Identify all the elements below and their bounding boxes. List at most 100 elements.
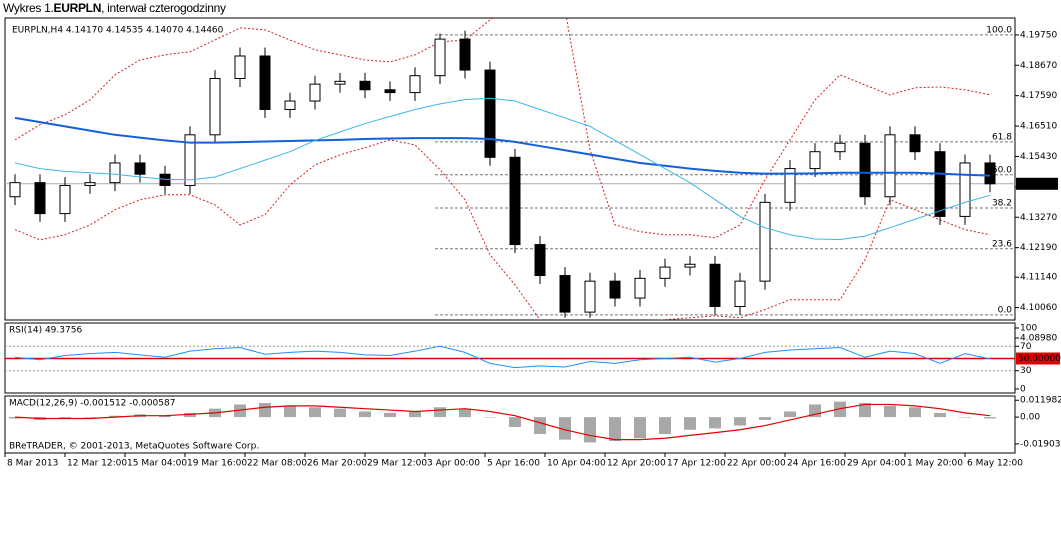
candle-body [334, 80, 346, 85]
candle-body [9, 182, 21, 198]
x-tick-label: 1 May 20:00 [907, 459, 963, 469]
macd-bar [759, 417, 771, 420]
candle-body [509, 156, 521, 246]
fib-label: 61.8 [992, 132, 1012, 142]
candle-body [784, 168, 796, 203]
candle-body [484, 69, 496, 158]
y-tick-label: 4.10060 [1020, 303, 1057, 313]
y-tick-label: 4.12190 [1020, 243, 1057, 253]
macd-bar [734, 417, 746, 426]
macd-bar [284, 405, 296, 418]
macd-bar [334, 408, 346, 418]
macd-bar [934, 412, 946, 418]
fib-label: 38.2 [992, 198, 1012, 208]
y-tick-label: 0.00 [1020, 413, 1040, 423]
macd-bar [609, 417, 621, 442]
x-tick-label: 26 Mar 20:00 [307, 459, 367, 469]
current-price-label: 4.14460 [1019, 179, 1056, 189]
macd-bar [384, 412, 396, 418]
rsi-line [14, 345, 991, 369]
labels: 4.197504.186704.175904.165104.154304.143… [4, 30, 1061, 469]
y-tick-label: 100 [1020, 324, 1037, 334]
x-tick-label: 29 Mar 12:00 [367, 459, 427, 469]
macd-bar [684, 417, 696, 430]
x-tick-label: 3 Apr 00:00 [427, 459, 480, 469]
candle-body [984, 162, 996, 185]
x-tick-label: 22 Mar 08:00 [247, 459, 307, 469]
macd-bar [959, 417, 971, 418]
macd-bar [59, 417, 71, 419]
macd-bar [359, 411, 371, 418]
main-panel [4, 17, 1016, 321]
x-tick-label: 19 Mar 16:00 [187, 459, 247, 469]
fib-label: 0.0 [998, 305, 1013, 315]
title-part: Wykres 1. [3, 1, 54, 15]
candle-body [34, 182, 46, 215]
macd-panel [4, 395, 1016, 454]
x-tick-label: 10 Apr 04:00 [547, 459, 606, 469]
candle-body [809, 151, 821, 170]
rsi-plot [5, 345, 1015, 372]
moving-average [14, 116, 991, 177]
candle-body [584, 280, 596, 313]
level-label: 50.00000 [1018, 354, 1061, 364]
y-tick-label: 4.08980 [1020, 334, 1057, 344]
candle-body [184, 134, 196, 186]
title-part: , interwał czterogodzinny [101, 1, 226, 15]
x-tick-label: 8 Mar 2013 [7, 459, 58, 469]
macd-bar [984, 417, 996, 419]
macd-bar [709, 417, 721, 429]
current-price-box [1016, 177, 1058, 190]
macd-bar [259, 403, 271, 418]
candle-body [134, 162, 146, 175]
candle-body [234, 55, 246, 80]
y-tick-label: 4.18670 [1020, 61, 1057, 71]
x-tick-label: 17 Apr 12:00 [667, 459, 726, 469]
macd-bar [9, 417, 21, 419]
x-tick-label: 22 Apr 00:00 [727, 459, 786, 469]
candle-body [834, 142, 846, 153]
x-tick-label: 24 Apr 16:00 [787, 459, 846, 469]
macd-bar [909, 407, 921, 418]
y-tick-label: 4.13270 [1020, 213, 1057, 223]
fib-label: 50.0 [992, 165, 1012, 175]
macd-bar [159, 415, 171, 418]
y-tick-label: 0 [1020, 385, 1026, 395]
candle-body [59, 184, 71, 215]
candle-body [734, 280, 746, 307]
x-tick-label: 29 Apr 04:00 [847, 459, 906, 469]
candle-body [309, 83, 321, 102]
candle-body [209, 78, 221, 136]
candle-body [109, 162, 121, 184]
macd-plot [9, 401, 996, 443]
x-tick-label: 12 Apr 20:00 [607, 459, 666, 469]
macd-bar [434, 407, 446, 418]
candle-body [959, 162, 971, 217]
macd-bar [84, 417, 96, 418]
candle-body [259, 55, 271, 110]
candle-body [884, 134, 896, 198]
y-tick-label: 4.15430 [1020, 152, 1057, 162]
macd-bar [884, 405, 896, 418]
x-tick-label: 6 May 12:00 [967, 459, 1023, 469]
y-tick-label: -0.019034 [1020, 439, 1061, 449]
macd-bar [184, 412, 196, 418]
candle-body [534, 244, 546, 277]
candle-body [284, 100, 296, 110]
y-tick-label: 4.16510 [1020, 122, 1057, 132]
macd-bar [584, 417, 596, 443]
y-tick-label: 4.17590 [1020, 91, 1057, 101]
candle-body [384, 89, 396, 94]
y-tick-label: 70 [1020, 342, 1032, 352]
candle-body [634, 277, 646, 299]
candle-body [459, 38, 471, 71]
copyright: BReTRADER, © 2001-2013, MetaQuotes Softw… [9, 442, 259, 452]
candle-body [759, 201, 771, 282]
candle-body [934, 151, 946, 217]
y-tick-label: 30 [1020, 366, 1032, 376]
y-tick-label: 4.19750 [1020, 30, 1057, 40]
macd-bar [409, 411, 421, 418]
x-tick-label: 15 Mar 04:00 [127, 459, 187, 469]
title-part: EURPLN [54, 1, 102, 15]
macd-bar [534, 417, 546, 434]
